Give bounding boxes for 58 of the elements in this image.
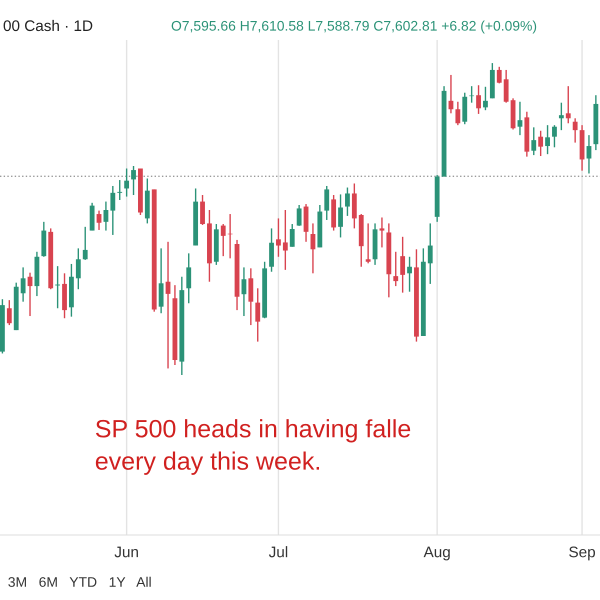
candlestick	[496, 66, 502, 84]
candlestick	[531, 126, 536, 156]
candlestick	[566, 85, 571, 124]
candlestick	[131, 165, 136, 196]
candlestick	[255, 288, 260, 342]
candlestick	[82, 226, 88, 261]
text: SP 500 heads in having falle every day this week.	[96, 419, 410, 475]
candlestick	[338, 194, 343, 238]
x-tick-label: Jun	[114, 546, 138, 558]
candlestick	[20, 266, 26, 302]
candlestick	[572, 118, 578, 144]
candlestick	[393, 251, 398, 287]
candlestick	[296, 204, 302, 227]
candlestick	[324, 185, 330, 221]
candlestick	[220, 223, 226, 257]
candlestick	[545, 124, 550, 155]
candlestick	[248, 268, 254, 326]
candlestick	[158, 248, 164, 314]
chart-title: 00 Cash · 1D	[4, 20, 92, 32]
candlestick	[448, 74, 454, 114]
candlestick	[407, 256, 412, 292]
x-tick-label: Jul	[268, 546, 288, 558]
candlestick	[483, 86, 488, 111]
candlestick	[228, 213, 233, 260]
candlestick	[586, 134, 592, 174]
candlestick	[117, 179, 122, 201]
candlestick	[200, 194, 205, 226]
candlestick	[276, 218, 281, 258]
candlestick	[104, 200, 108, 232]
candlestick	[110, 185, 116, 236]
candlestick	[124, 168, 130, 198]
candlestick	[538, 130, 544, 157]
candlestick	[380, 216, 384, 248]
candlestick	[6, 299, 12, 326]
candlestick	[28, 272, 32, 317]
candlestick	[290, 223, 295, 248]
candlestick	[166, 241, 170, 370]
candlestick	[455, 101, 460, 126]
candlestick	[242, 266, 246, 317]
candlestick	[186, 252, 192, 304]
candlestick	[476, 84, 481, 115]
x-tick-label: Sep	[569, 546, 596, 560]
candlestick	[76, 248, 81, 290]
text: O7,595.66 H7,610.58 L7,588.79 C7,602.81 +6.82 (+0.09%)	[172, 20, 536, 34]
candlestick	[55, 265, 60, 309]
candlestick	[345, 186, 350, 217]
candlestick	[96, 210, 102, 231]
candlestick	[310, 222, 316, 274]
candlestick	[366, 222, 371, 264]
candlestick	[400, 236, 406, 294]
text: 3M 6M YTD 1Y All	[8, 576, 151, 587]
candlestick	[428, 222, 433, 285]
candlestick	[518, 101, 522, 136]
candlestick	[282, 209, 288, 271]
candlestick	[558, 102, 564, 131]
x-tick-label: Aug	[424, 546, 450, 560]
candlestick	[504, 69, 509, 104]
candlestick	[552, 124, 557, 148]
